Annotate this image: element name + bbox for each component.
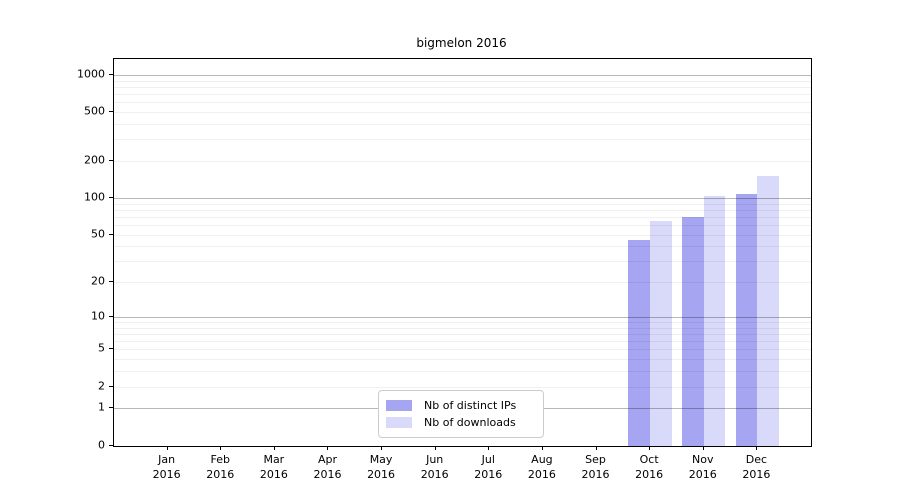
y-axis-tick-mark bbox=[109, 444, 113, 446]
y-axis-tick-label-200: 200 bbox=[84, 153, 105, 167]
x-axis-tick-label-feb: Feb 2016 bbox=[188, 452, 252, 482]
y-axis-tick-label-0: 0 bbox=[98, 438, 105, 451]
x-tick-month: Aug bbox=[531, 452, 553, 466]
x-tick-year: 2016 bbox=[152, 467, 181, 481]
x-axis-tick-mark bbox=[756, 445, 758, 450]
y-axis-tick-label-2: 2 bbox=[98, 379, 105, 393]
x-axis-tick-label-jul: Jul 2016 bbox=[456, 452, 520, 482]
y-axis-tick-label-50: 50 bbox=[91, 227, 105, 241]
y-axis-tick-label-500: 500 bbox=[84, 104, 105, 118]
y-axis-tick-label-5: 5 bbox=[98, 341, 105, 355]
legend-row-distinct-ips: Nb of distinct IPs bbox=[386, 399, 535, 412]
y-axis-tick-label-100: 100 bbox=[84, 190, 105, 204]
y-axis-tick-mark bbox=[109, 348, 113, 350]
x-axis-tick-label-may: May 2016 bbox=[349, 452, 413, 482]
x-tick-year: 2016 bbox=[367, 467, 396, 481]
x-tick-year: 2016 bbox=[206, 467, 235, 481]
x-axis-tick-label-apr: Apr 2016 bbox=[295, 452, 359, 482]
x-tick-month: Nov bbox=[692, 452, 714, 466]
y-axis-tick-mark bbox=[109, 160, 113, 162]
x-tick-year: 2016 bbox=[688, 467, 717, 481]
x-axis-tick-mark bbox=[220, 445, 222, 450]
x-axis-tick-label-oct: Oct 2016 bbox=[617, 452, 681, 482]
bar-downloads-dec bbox=[757, 175, 780, 446]
x-tick-year: 2016 bbox=[742, 467, 771, 481]
gridline-minor bbox=[114, 94, 811, 96]
y-axis-tick-label-10: 10 bbox=[91, 309, 105, 323]
y-axis-tick-mark bbox=[109, 73, 113, 75]
x-axis-tick-label-dec: Dec 2016 bbox=[724, 452, 788, 482]
y-axis-tick-mark bbox=[109, 385, 113, 387]
x-tick-month: Sep bbox=[585, 452, 606, 466]
gridline-minor bbox=[114, 161, 811, 163]
y-axis-tick-mark bbox=[109, 407, 113, 409]
gridline-minor bbox=[114, 80, 811, 82]
legend-swatch-distinct-ips-icon bbox=[386, 400, 412, 411]
bar-distinct-ips-dec bbox=[735, 194, 758, 446]
bar-distinct-ips-oct bbox=[628, 240, 651, 446]
x-axis-tick-mark bbox=[541, 445, 543, 450]
y-axis-tick-label-1: 1 bbox=[98, 400, 105, 414]
x-tick-year: 2016 bbox=[420, 467, 449, 481]
x-axis-tick-mark bbox=[434, 445, 436, 450]
x-tick-month: Oct bbox=[639, 452, 659, 466]
gridline-major-1000 bbox=[114, 74, 811, 76]
legend-label-distinct-ips: Nb of distinct IPs bbox=[424, 399, 517, 412]
x-axis-tick-mark bbox=[327, 445, 329, 450]
x-tick-month: Mar bbox=[263, 452, 285, 466]
y-axis-tick-mark bbox=[109, 111, 113, 113]
legend-label-downloads: Nb of downloads bbox=[424, 416, 516, 429]
gridline-minor bbox=[114, 102, 811, 104]
bar-downloads-nov bbox=[703, 195, 726, 446]
y-axis-tick-mark bbox=[109, 233, 113, 235]
x-tick-year: 2016 bbox=[474, 467, 503, 481]
x-tick-month: Jul bbox=[481, 452, 495, 466]
x-tick-year: 2016 bbox=[527, 467, 556, 481]
x-tick-year: 2016 bbox=[581, 467, 610, 481]
x-tick-month: Dec bbox=[745, 452, 768, 466]
gridline-minor bbox=[114, 124, 811, 125]
x-axis-tick-label-jan: Jan 2016 bbox=[135, 452, 199, 482]
x-axis-tick-mark bbox=[273, 445, 275, 450]
x-tick-year: 2016 bbox=[259, 467, 288, 481]
x-tick-year: 2016 bbox=[313, 467, 342, 481]
x-tick-month: Jan bbox=[158, 452, 176, 466]
bar-distinct-ips-nov bbox=[682, 216, 704, 446]
gridline-minor bbox=[114, 86, 811, 88]
x-axis-tick-label-sep: Sep 2016 bbox=[564, 452, 628, 482]
x-axis-tick-label-nov: Nov 2016 bbox=[671, 452, 735, 482]
x-tick-month: May bbox=[369, 452, 393, 466]
x-tick-year: 2016 bbox=[635, 467, 664, 481]
legend: Nb of distinct IPs Nb of downloads bbox=[378, 390, 544, 438]
x-tick-month: Feb bbox=[210, 452, 230, 466]
x-axis-tick-label-mar: Mar 2016 bbox=[242, 452, 306, 482]
x-axis-tick-mark bbox=[166, 445, 168, 450]
x-tick-month: Apr bbox=[317, 452, 337, 466]
chart-title: bigmelon 2016 bbox=[416, 36, 507, 50]
x-axis-tick-mark bbox=[649, 445, 651, 450]
legend-row-downloads: Nb of downloads bbox=[386, 416, 535, 429]
bar-downloads-oct bbox=[650, 220, 672, 446]
x-axis-tick-mark bbox=[488, 445, 490, 450]
x-axis-tick-mark bbox=[381, 445, 383, 450]
x-axis-tick-mark bbox=[702, 445, 704, 450]
legend-swatch-downloads-icon bbox=[386, 417, 412, 428]
y-axis-tick-mark bbox=[109, 315, 113, 317]
gridline-minor bbox=[114, 139, 811, 141]
y-axis-tick-label-1000: 1000 bbox=[77, 67, 105, 81]
x-axis-tick-label-jun: Jun 2016 bbox=[403, 452, 467, 482]
gridline-minor bbox=[114, 112, 811, 114]
x-axis-tick-mark bbox=[595, 445, 597, 450]
plot-area bbox=[113, 58, 812, 447]
x-tick-month: Jun bbox=[426, 452, 444, 466]
y-axis-tick-mark bbox=[109, 281, 113, 283]
x-axis-tick-label-aug: Aug 2016 bbox=[510, 452, 574, 482]
y-axis-tick-mark bbox=[109, 196, 113, 198]
y-axis-tick-label-20: 20 bbox=[91, 274, 105, 288]
